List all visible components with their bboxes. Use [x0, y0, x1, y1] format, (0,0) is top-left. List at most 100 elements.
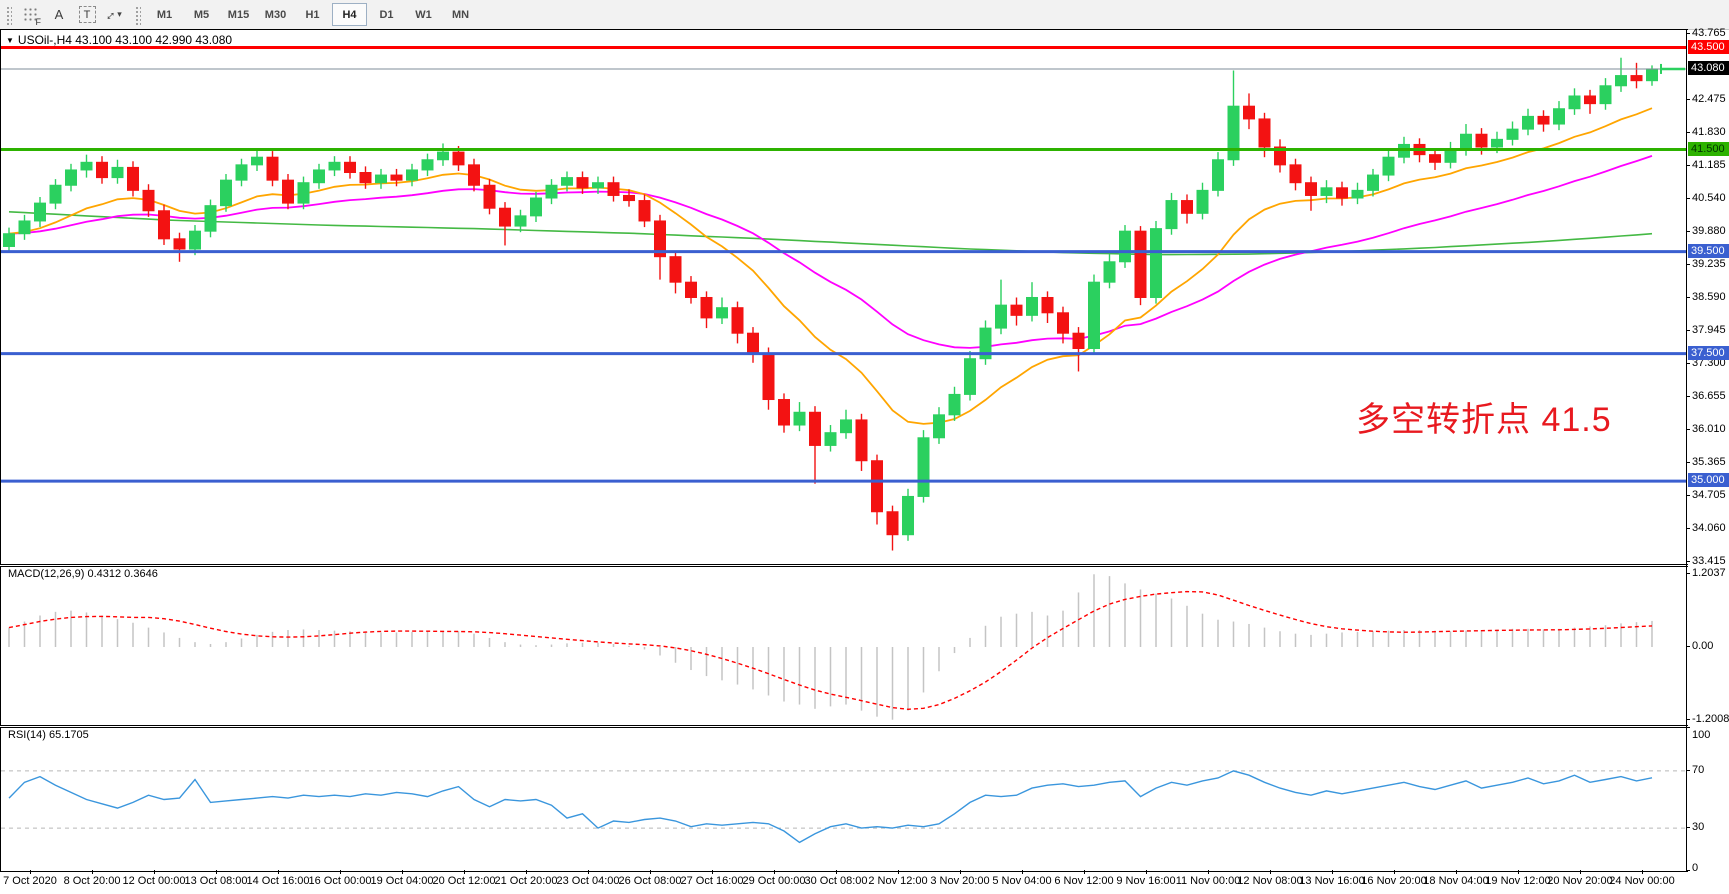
price-axis-label: 39.880 — [1692, 225, 1726, 238]
arrows-tool-icon[interactable]: ↕ ▾ — [103, 6, 122, 23]
timeframe-button-H4[interactable]: H4 — [332, 3, 367, 26]
candle-body — [483, 184, 496, 209]
candle-body — [685, 281, 697, 298]
candle-body — [1429, 154, 1441, 163]
candle-body — [1010, 304, 1023, 316]
time-axis-label: 27 Oct 16:00 — [680, 875, 744, 887]
timeframe-button-D1[interactable]: D1 — [379, 8, 394, 21]
candle-body — [266, 156, 279, 181]
time-axis-label: 23 Oct 04:00 — [556, 875, 620, 887]
timeframe-button-M5[interactable]: M5 — [193, 8, 210, 21]
candle-body — [933, 414, 945, 439]
candle-body — [917, 437, 930, 497]
candle-body — [964, 358, 976, 395]
rsi-indicator-label: RSI(14) 65.1705 — [8, 729, 89, 741]
timeframe-button-M1[interactable]: M1 — [156, 8, 173, 21]
candle-body — [158, 210, 170, 240]
candle-body — [948, 393, 961, 416]
candle-body — [1630, 75, 1643, 82]
candle-body — [778, 399, 790, 426]
price-axis-label: 36.655 — [1692, 389, 1726, 402]
candle-body — [716, 307, 728, 319]
price-axis-label: 33.415 — [1692, 555, 1726, 567]
grid-f-icon[interactable]: F — [19, 4, 43, 27]
macd-panel[interactable] — [0, 566, 1688, 726]
text-box-tool-icon[interactable]: T — [75, 4, 99, 26]
collapse-indicator-icon[interactable]: ▼ — [6, 36, 14, 45]
rsi-axis-tick — [1686, 769, 1690, 771]
magenta-ma-line — [8, 155, 1653, 349]
candle-body — [1382, 156, 1395, 176]
time-axis-label: 13 Nov 16:00 — [1299, 875, 1365, 887]
rsi-canvas[interactable] — [1, 728, 1687, 871]
price-level-badge-39.500: 39.500 — [1688, 243, 1729, 258]
candle-body — [1165, 200, 1178, 230]
time-axis-label: 20 Oct 12:00 — [432, 875, 496, 887]
main-chart-canvas[interactable] — [1, 30, 1687, 564]
timeframe-button-M30[interactable]: M30 — [264, 8, 287, 21]
candle-body — [1119, 230, 1131, 263]
time-axis-tick — [402, 870, 403, 874]
candle-body — [979, 327, 992, 360]
candle-body — [499, 207, 511, 227]
chart-text-annotation[interactable]: 多空转折点 41.5 — [1356, 401, 1612, 439]
time-axis-label: 8 Oct 20:00 — [63, 875, 121, 887]
candle-body — [545, 184, 558, 199]
macd-axis-label: 1.2037 — [1692, 567, 1726, 580]
candle-body — [530, 197, 542, 217]
macd-canvas[interactable] — [1, 567, 1687, 725]
chart-toolbar: F A T ↕ ▾ M1 M5 M15 M30 H1 H4 D1 W1 MN — [0, 0, 1729, 30]
candle-body — [886, 511, 899, 536]
candle-body — [437, 151, 449, 161]
rsi-axis-label: 100 — [1692, 729, 1711, 741]
candle-body — [251, 156, 263, 166]
macd-axis-tick — [1686, 646, 1690, 647]
time-axis-label: 2 Nov 12:00 — [868, 875, 928, 887]
price-axis-label: 42.475 — [1692, 92, 1726, 105]
candle-body — [855, 419, 868, 462]
candle-body — [1568, 95, 1581, 110]
timeframe-button-H1[interactable]: H1 — [305, 8, 320, 21]
time-axis-tick — [1456, 870, 1457, 874]
time-axis-label: 16 Oct 00:00 — [308, 875, 372, 887]
rsi-axis-tick — [1686, 870, 1690, 871]
macd-axis-label: -1.2008 — [1692, 712, 1729, 725]
time-axis-label: 21 Oct 20:00 — [494, 875, 558, 887]
price-level-badge-37.500: 37.500 — [1688, 345, 1729, 360]
candle-body — [1026, 296, 1038, 316]
candle-body — [902, 495, 914, 536]
candle-body — [1243, 105, 1255, 120]
candle-body — [1491, 138, 1503, 148]
candle-body — [1475, 133, 1488, 148]
price-axis-tick — [1686, 395, 1690, 397]
timeframe-button-W1[interactable]: W1 — [415, 8, 432, 21]
time-axis-label: 16 Nov 20:00 — [1361, 875, 1427, 887]
text-label-tool-icon[interactable]: A — [54, 7, 64, 22]
price-axis-tick — [1686, 362, 1690, 364]
candle-body — [1553, 108, 1565, 125]
chart-title: ▼ USOil-,H4 43.100 43.100 42.990 43.080 — [6, 33, 233, 47]
candle-body — [282, 179, 294, 204]
candle-body — [1103, 261, 1116, 283]
candle-body — [452, 151, 465, 166]
candle-body — [235, 164, 248, 181]
price-axis-tick — [1686, 197, 1690, 199]
price-axis-label: 43.765 — [1692, 27, 1726, 39]
timeframe-button-MN[interactable]: MN — [451, 8, 470, 21]
time-axis-tick — [1084, 870, 1085, 874]
toolbar-drag-handle[interactable] — [5, 4, 12, 25]
candle-body — [1615, 75, 1627, 87]
toolbar-drag-handle[interactable] — [134, 4, 141, 25]
candle-body — [313, 169, 325, 184]
timeframe-button-M15[interactable]: M15 — [227, 8, 250, 21]
candle-body — [1584, 95, 1596, 105]
candle-body — [1599, 85, 1612, 105]
dropdown-caret-icon[interactable]: ▾ — [117, 9, 122, 19]
main-chart-panel[interactable] — [0, 29, 1688, 565]
candle-body — [34, 202, 46, 222]
candle-body — [468, 164, 480, 186]
candle-body — [359, 172, 372, 184]
rsi-panel[interactable] — [0, 727, 1688, 872]
price-axis-tick — [1686, 495, 1690, 497]
time-axis-tick — [960, 870, 961, 874]
